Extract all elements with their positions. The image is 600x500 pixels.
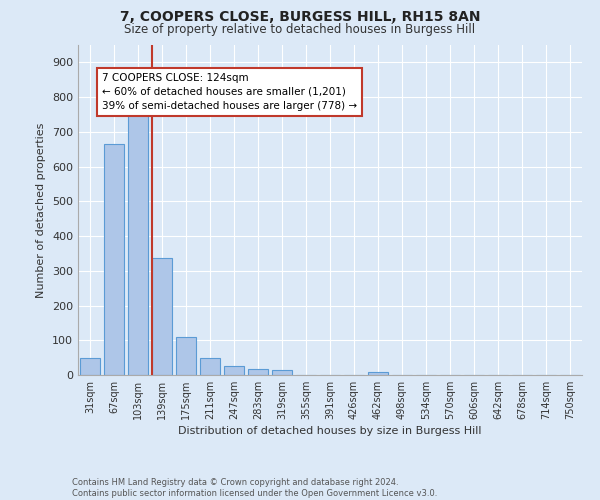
Y-axis label: Number of detached properties: Number of detached properties <box>37 122 46 298</box>
Bar <box>80 358 100 375</box>
Bar <box>248 369 268 375</box>
Bar <box>200 358 220 375</box>
X-axis label: Distribution of detached houses by size in Burgess Hill: Distribution of detached houses by size … <box>178 426 482 436</box>
Bar <box>368 372 388 375</box>
Bar <box>176 338 196 375</box>
Bar <box>128 114 148 375</box>
Bar <box>272 370 292 375</box>
Bar <box>152 258 172 375</box>
Text: 7, COOPERS CLOSE, BURGESS HILL, RH15 8AN: 7, COOPERS CLOSE, BURGESS HILL, RH15 8AN <box>120 10 480 24</box>
Text: 7 COOPERS CLOSE: 124sqm
← 60% of detached houses are smaller (1,201)
39% of semi: 7 COOPERS CLOSE: 124sqm ← 60% of detache… <box>102 73 357 111</box>
Text: Size of property relative to detached houses in Burgess Hill: Size of property relative to detached ho… <box>124 22 476 36</box>
Bar <box>224 366 244 375</box>
Bar <box>104 144 124 375</box>
Text: Contains HM Land Registry data © Crown copyright and database right 2024.
Contai: Contains HM Land Registry data © Crown c… <box>72 478 437 498</box>
